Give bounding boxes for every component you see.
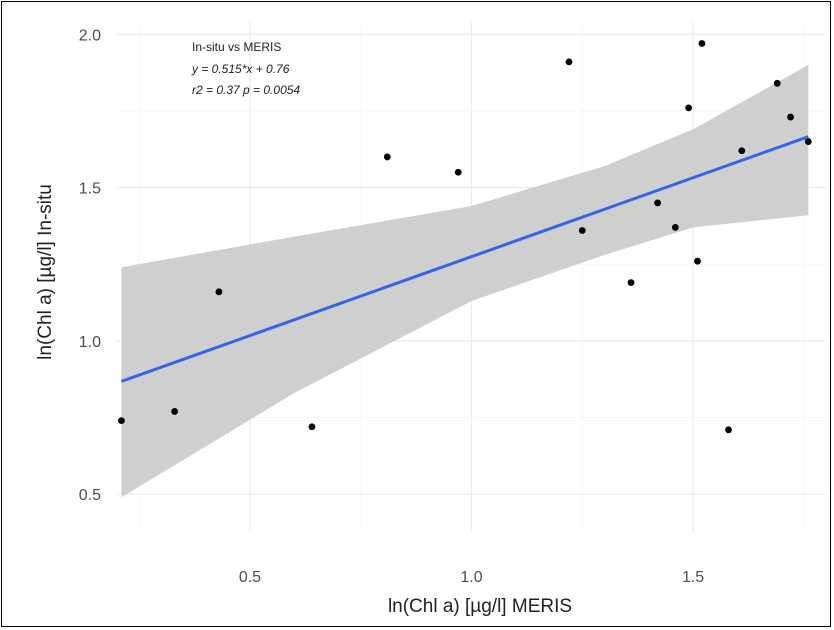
data-points: [118, 40, 812, 434]
annotation-title: In-situ vs MERIS: [192, 40, 281, 54]
data-point-7: [565, 58, 573, 66]
y-tick-label: 0.5: [79, 487, 101, 504]
x-tick-label: 1.0: [460, 569, 482, 586]
confidence-band: [121, 64, 809, 498]
y-tick-label: 1.0: [79, 334, 101, 351]
data-point-13: [694, 257, 701, 265]
data-point-8: [578, 227, 586, 234]
data-point-17: [773, 79, 781, 87]
data-point-10: [654, 199, 662, 207]
data-point-6: [454, 168, 462, 176]
annotation-equation: y = 0.515*x + 0.76: [191, 62, 290, 76]
data-point-3: [215, 288, 223, 296]
x-tick-label: 0.5: [239, 569, 261, 586]
data-point-4: [308, 423, 316, 431]
x-tick-label: 1.5: [682, 569, 704, 586]
data-point-1: [118, 417, 125, 425]
data-point-18: [787, 113, 794, 121]
annotation-stats: r2 = 0.37 p = 0.0054: [192, 83, 300, 97]
data-point-12: [685, 104, 693, 112]
data-point-11: [671, 224, 679, 231]
data-point-14: [698, 40, 706, 47]
x-axis-title: ln(Chl a) [µg/l] MERIS: [388, 596, 572, 617]
data-point-16: [738, 147, 746, 155]
data-point-15: [725, 426, 732, 434]
data-point-9: [627, 279, 635, 287]
y-axis-title: ln(Chl a) [µg/l] In-situ: [35, 184, 56, 360]
y-tick-label: 2.0: [79, 27, 101, 44]
data-point-19: [804, 138, 812, 145]
y-tick-label: 1.5: [79, 181, 101, 198]
regression-line: [120, 135, 809, 383]
y-tick-labels: 0.5 1.0 1.5 2.0: [79, 27, 101, 504]
x-tick-labels: 0.5 1.0 1.5: [239, 569, 704, 586]
data-point-5: [383, 153, 391, 161]
data-point-2: [171, 408, 179, 415]
